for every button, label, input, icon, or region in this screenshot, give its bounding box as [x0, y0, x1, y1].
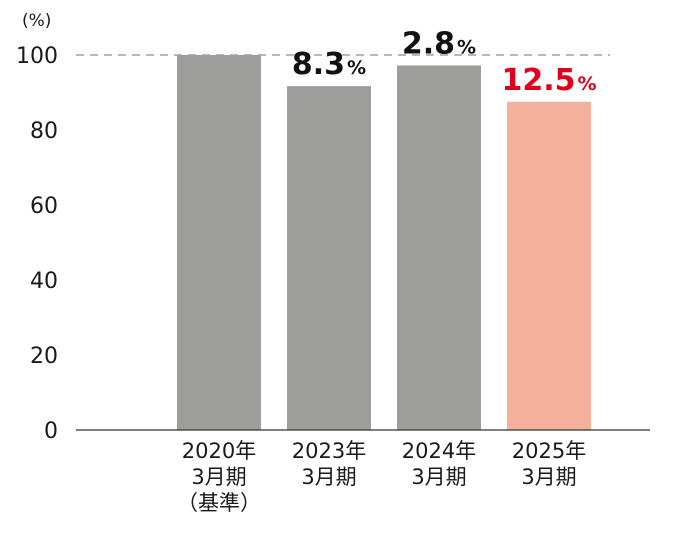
y-tick-label-40: 40	[30, 269, 58, 294]
data-label-2: 8.3%	[292, 47, 366, 82]
x-category-label-1: 2020年 3月期（基準）	[177, 439, 261, 515]
y-tick-label-20: 20	[30, 344, 58, 369]
data-label-3: 2.8%	[402, 27, 476, 62]
y-tick-label-100: 100	[16, 44, 58, 69]
bar-4	[507, 101, 591, 430]
y-axis-unit-label: (%)	[22, 11, 51, 31]
x-category-label-3: 2024年 3月期	[402, 439, 476, 489]
y-tick-label-0: 0	[44, 419, 58, 444]
x-category-label-4: 2025年 3月期	[512, 439, 586, 489]
y-tick-label-60: 60	[30, 194, 58, 219]
data-label-4: 12.5%	[501, 63, 596, 98]
bar-2	[287, 86, 371, 430]
bar-3	[397, 65, 481, 430]
x-category-label-2: 2023年 3月期	[292, 439, 366, 489]
bar-1	[177, 55, 261, 430]
y-tick-label-80: 80	[30, 119, 58, 144]
